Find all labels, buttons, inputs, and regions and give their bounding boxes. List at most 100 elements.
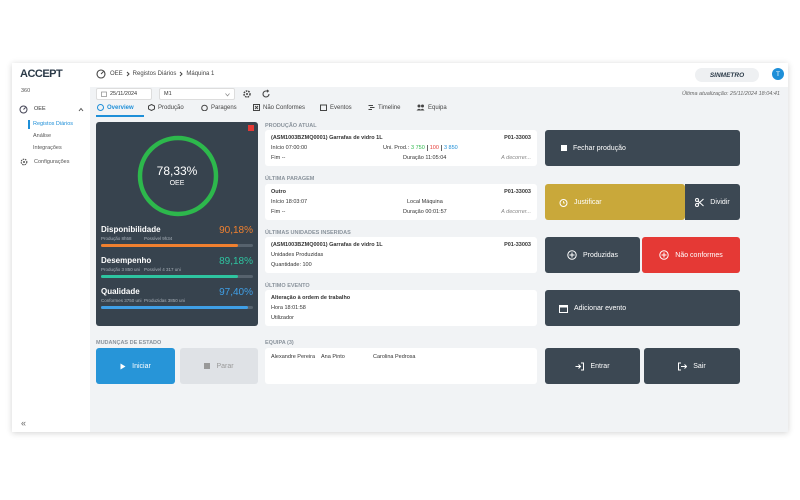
metric-detail: Produção 3 850 uni [101,267,141,272]
section-title: EQUIPA (3) [265,340,294,346]
section-title: ÚLTIMA PARAGEM [265,176,315,182]
button-label: Entrar [590,362,610,370]
metric-name: Desempenho [101,256,152,265]
chevron [180,71,184,77]
event-time: Hora 18:01:58 [271,305,306,311]
tab-label: Timeline [378,104,401,111]
oee-label: OEE [169,180,185,187]
event-card: Alteração à ordem de trabalho Hora 18:01… [265,290,537,326]
stop-icon [561,145,567,151]
tab-icon [201,104,208,111]
refresh-button[interactable] [261,89,271,99]
button-label: Sair [693,362,706,370]
calendar-icon [559,304,568,313]
close-production-button[interactable]: Fechar produção [545,130,740,166]
section-title: ÚLTIMAS UNIDADES INSERIDAS [265,230,351,236]
button-label: Iniciar [132,362,151,370]
tab[interactable]: Produção [148,104,184,111]
plus-icon [659,250,669,260]
progress-fill [101,306,249,309]
progress-track [101,275,253,278]
nonconforming-button[interactable]: Não conformes [642,237,740,273]
settings-icon [20,158,28,166]
metric-name: Disponibilidade [101,225,161,234]
menu-item[interactable]: Registos Diários [33,121,74,127]
tab[interactable]: Eventos [320,104,352,111]
metric-detail: Possível 4 317 uni [144,267,181,272]
machine-select[interactable]: M1 [159,88,235,100]
tab[interactable]: Timeline [368,104,400,111]
oee-gauge [137,135,219,217]
order: P01-33003 [504,135,531,141]
team-member: Carolina Pedrosa [373,354,416,360]
tab-icon [148,104,155,111]
settings-button[interactable] [242,89,252,99]
section-title: MUDANÇAS DE ESTADO [96,340,162,346]
button-label: Parar [216,362,234,370]
gauge-icon [96,69,106,79]
tab[interactable]: Overview [97,104,134,111]
menu-settings[interactable]: Configurações [34,159,70,165]
exit-icon [678,362,688,370]
stop-button[interactable]: Parar [180,348,258,384]
production-card: (ASM1003BZMQ0001) Garrafas de vidro 1L P… [265,130,537,166]
breadcrumb-item[interactable]: Registos Diários [132,71,177,77]
tab-icon [253,104,260,111]
split-button[interactable]: Dividir [685,184,740,220]
product: (ASM1003BZMQ0001) Garrafas de vidro 1L [271,135,383,141]
add-event-button[interactable]: Adicionar evento [545,290,740,326]
calendar-icon [101,91,107,97]
status: A decorrer... [501,209,531,215]
tab-label: Eventos [330,104,352,111]
tab[interactable]: Não Conformes [253,104,305,111]
enter-button[interactable]: Entrar [545,348,640,384]
exit-button[interactable]: Sair [644,348,740,384]
produced-button[interactable]: Produzidas [545,237,640,273]
breadcrumb-item[interactable]: OEE [110,71,123,77]
collapse-button[interactable]: « [21,418,27,428]
brand-logo: SINMETRO [695,68,759,82]
menu-toggle[interactable] [78,107,84,112]
stop-icon [204,363,211,369]
clock-icon [559,198,568,207]
active-indicator [28,120,30,129]
end-time: Fim -- [271,209,286,215]
metric-value: 97,40% [219,287,253,298]
start-button[interactable]: Iniciar [96,348,175,384]
menu-item[interactable]: Análise [33,133,52,139]
tab-label: Não Conformes [263,104,306,111]
team-member: Alexandre Pereira [271,354,316,360]
menu-item[interactable]: Integrações [33,145,62,151]
oee-icon [19,105,28,114]
event-user: Utilizador [271,315,294,321]
tab-icon [416,104,425,111]
breadcrumb-item: Máquina 1 [186,71,215,77]
metric-detail: Produção 8h58 [101,236,132,241]
duration: Duração 00:01:57 [403,209,447,215]
tab[interactable]: Paragens [201,104,237,111]
oee-value: 78,33% [156,164,198,178]
metric-value: 90,18% [219,225,253,236]
location: Local Máquina [407,199,443,205]
machine-value: M1 [164,91,172,97]
tab[interactable]: Equipa [416,104,447,111]
button-label: Fechar produção [573,144,626,152]
units-label: Uni. Prod.: [383,145,409,151]
menu-oee[interactable]: OEE [34,106,46,112]
user-avatar[interactable]: T [772,68,784,80]
progress-track [101,306,253,309]
status: A decorrer... [501,155,531,161]
metric-detail: Produzidas 3850 uni [144,298,186,303]
last-update: Última atualização: 25/11/2024 18:04:41 [681,91,780,97]
justify-button[interactable]: Justificar [545,184,685,220]
progress-fill [101,244,238,247]
event-name: Alteração à ordem de trabalho [271,295,351,301]
tab-icon [97,104,104,111]
tab-label: Produção [158,104,184,111]
button-label: Dividir [710,198,730,206]
unit-type: Unidades Produzidas [271,252,324,258]
date-value: 25/11/2024 [110,91,138,97]
date-picker[interactable]: 25/11/2024 [96,88,152,100]
plus-icon [567,250,577,260]
